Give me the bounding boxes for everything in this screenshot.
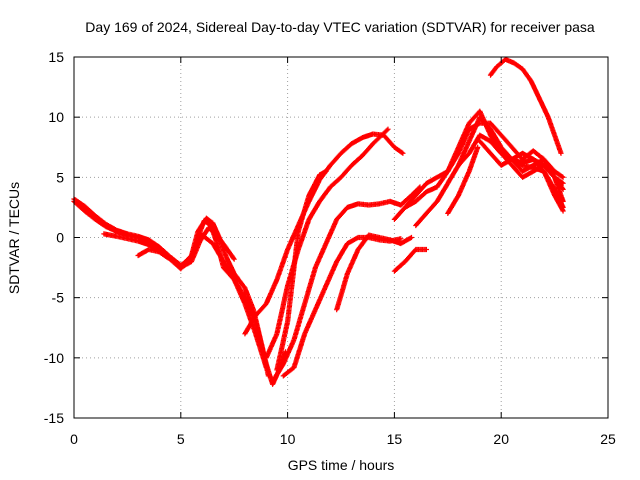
data-points — [71, 56, 566, 387]
x-tick-label: 25 — [600, 431, 616, 447]
series-markers — [487, 56, 564, 156]
x-tick-label: 0 — [70, 431, 78, 447]
series-track-16 — [445, 144, 481, 216]
y-tick-label: -15 — [44, 410, 64, 426]
chart-title: Day 169 of 2024, Sidereal Day-to-day VTE… — [85, 19, 595, 35]
series-markers — [270, 184, 423, 385]
y-tick-label: -5 — [52, 290, 65, 306]
axis-ticks: 0 5 10 15 20 25 -15 -10 -5 0 5 10 15 — [44, 49, 616, 447]
series-markers — [487, 138, 566, 204]
series-track-10 — [334, 232, 415, 313]
series-markers — [242, 131, 406, 337]
series-track-8 — [270, 184, 423, 385]
series-track-9 — [280, 234, 404, 379]
series-markers — [413, 114, 566, 229]
y-tick-label: 0 — [56, 230, 64, 246]
series-track-7 — [274, 168, 329, 373]
y-tick-label: 5 — [56, 169, 64, 185]
series-track-13 — [413, 114, 566, 229]
x-tick-label: 5 — [177, 431, 185, 447]
y-axis-label: SDTVAR / TECUs — [6, 182, 22, 294]
series-markers — [334, 232, 415, 313]
series-track-18 — [487, 56, 564, 156]
series-markers — [477, 138, 566, 214]
x-tick-label: 15 — [387, 431, 403, 447]
series-markers — [274, 168, 329, 373]
series-markers — [135, 232, 269, 371]
series-markers — [391, 246, 429, 274]
y-tick-label: -10 — [44, 350, 64, 366]
y-tick-label: 15 — [48, 49, 64, 65]
series-track-17 — [487, 138, 566, 204]
series-track-5 — [242, 131, 406, 337]
x-tick-label: 20 — [493, 431, 509, 447]
series-track-15 — [391, 246, 429, 274]
x-axis-label: GPS time / hours — [288, 457, 395, 473]
series-track-19 — [477, 138, 566, 214]
series-markers — [445, 144, 481, 216]
series-markers — [280, 234, 404, 379]
x-tick-label: 10 — [280, 431, 296, 447]
y-tick-label: 10 — [48, 109, 64, 125]
series-track-4 — [135, 232, 269, 371]
grid — [74, 57, 608, 418]
